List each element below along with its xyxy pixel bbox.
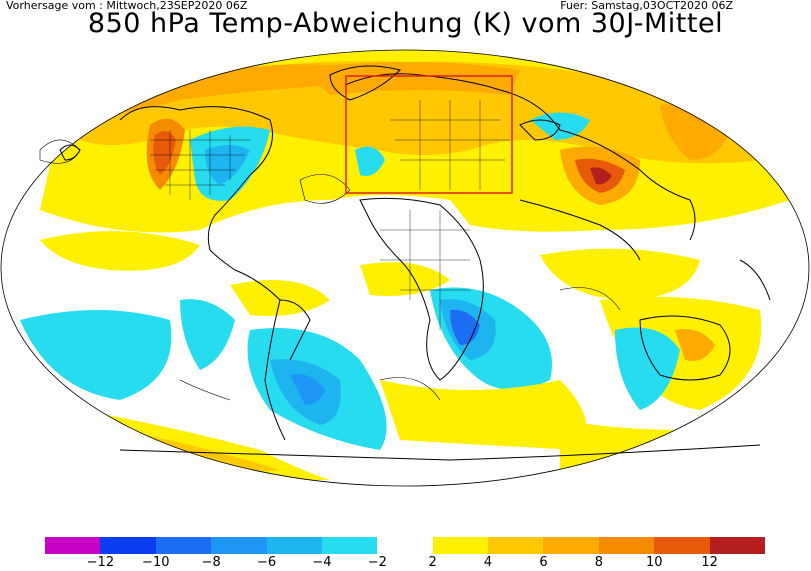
colorbar-tick-label: −10 — [142, 555, 170, 570]
colorbar-swatch — [432, 537, 489, 554]
globe-outline — [0, 49, 810, 487]
colorbar-swatch — [598, 537, 655, 554]
contour-lines — [39, 139, 621, 401]
colorbar-swatch — [321, 537, 378, 554]
colorbar-tick-label: −8 — [201, 555, 221, 570]
colorbar-swatch — [45, 537, 101, 554]
colorbar-tick-label: 12 — [701, 555, 718, 570]
colorbar-tick-label: −4 — [312, 555, 332, 570]
colorbar-swatch — [488, 537, 544, 554]
colorbar — [45, 537, 766, 554]
colorbar-tick-label: 6 — [539, 555, 548, 570]
coastlines — [59, 65, 771, 461]
map-title: 850 hPa Temp-Abweichung (K) vom 30J-Mitt… — [87, 8, 724, 39]
colorbar-swatch — [211, 537, 268, 554]
colorbar-tick-label: −12 — [86, 555, 115, 570]
forecast-valid-date: Fuer: Samstag,03OCT2020 06Z — [560, 0, 733, 12]
colorbar-swatch — [543, 537, 600, 554]
colorbar-swatch — [100, 537, 157, 554]
colorbar-swatch — [654, 537, 711, 554]
anomaly-map — [0, 49, 810, 487]
colorbar-swatch — [709, 537, 766, 554]
colorbar-tick-label: 4 — [483, 555, 493, 570]
forecast-issue-date: Vorhersage vom : Mittwoch,23SEP2020 06Z — [6, 0, 248, 12]
colorbar-tick-label: 2 — [428, 555, 437, 570]
colorbar-tick-label: 8 — [594, 555, 603, 570]
colorbar-swatch — [266, 537, 323, 554]
highlight-region-box — [345, 75, 513, 194]
colorbar-swatch — [155, 537, 212, 554]
colorbar-tick-label: 10 — [645, 555, 663, 570]
colorbar-tick-label: −2 — [367, 555, 387, 570]
colorbar-tick-label: −6 — [256, 555, 277, 570]
anomaly-field — [1, 50, 809, 486]
borders — [150, 100, 510, 330]
colorbar-swatch — [377, 537, 434, 554]
